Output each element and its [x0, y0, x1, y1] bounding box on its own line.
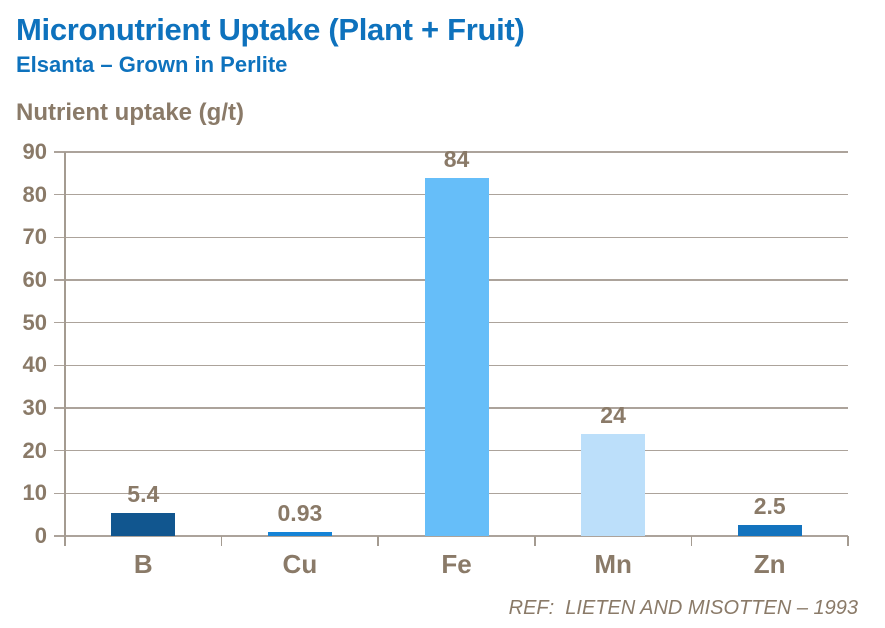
x-category-label: Mn [594, 549, 632, 579]
bar-zn [737, 525, 802, 536]
chart-subtitle: Elsanta – Grown in Perlite [16, 52, 288, 77]
y-tick-label: 90 [22, 139, 47, 164]
x-axis-tick [534, 536, 536, 546]
bar-value-label: 2.5 [753, 493, 786, 520]
x-category-label: Zn [753, 549, 786, 579]
x-axis-tick [847, 536, 849, 546]
y-tick-label: 0 [34, 523, 47, 548]
y-axis-line [64, 152, 66, 546]
y-tick-label: 30 [22, 395, 47, 420]
bar-b [111, 512, 176, 536]
chart-title: Micronutrient Uptake (Plant + Fruit) [16, 12, 525, 47]
bar-mn [581, 433, 646, 536]
y-tick-label: 60 [22, 267, 47, 292]
bar-value-label: 5.4 [127, 480, 160, 507]
y-tick-label: 80 [22, 181, 47, 207]
bar-value-label: 24 [600, 401, 626, 428]
x-axis-tick [690, 536, 693, 546]
x-category-label: B [133, 549, 153, 579]
y-tick-label: 10 [22, 480, 47, 506]
x-axis-line [54, 535, 848, 537]
y-tick-label: 20 [22, 437, 47, 463]
bar-cu [267, 532, 332, 536]
plot-area: 0 10 20 30 40 50 60 70 80 90 5.4 B 0.93 Cu 84 Fe 24 Mn 2.5… [23, 139, 849, 579]
x-axis-tick [220, 536, 223, 546]
y-tick-label: 40 [22, 352, 47, 378]
x-category-label: Cu [282, 549, 318, 579]
bar-value-label: 84 [443, 145, 470, 172]
y-tick-label: 70 [22, 224, 47, 250]
bar-value-label: 0.93 [277, 500, 323, 527]
y-tick-label: 50 [22, 309, 47, 335]
x-axis-tick [64, 536, 66, 546]
gridline [54, 151, 848, 153]
x-axis-tick [377, 536, 379, 546]
reference-note: REF: LIETEN AND MISOTTEN – 1993 [508, 597, 858, 619]
y-axis-title: Nutrient uptake (g/t) [16, 99, 244, 126]
bar-fe [424, 177, 489, 536]
x-category-label: Fe [441, 549, 472, 579]
